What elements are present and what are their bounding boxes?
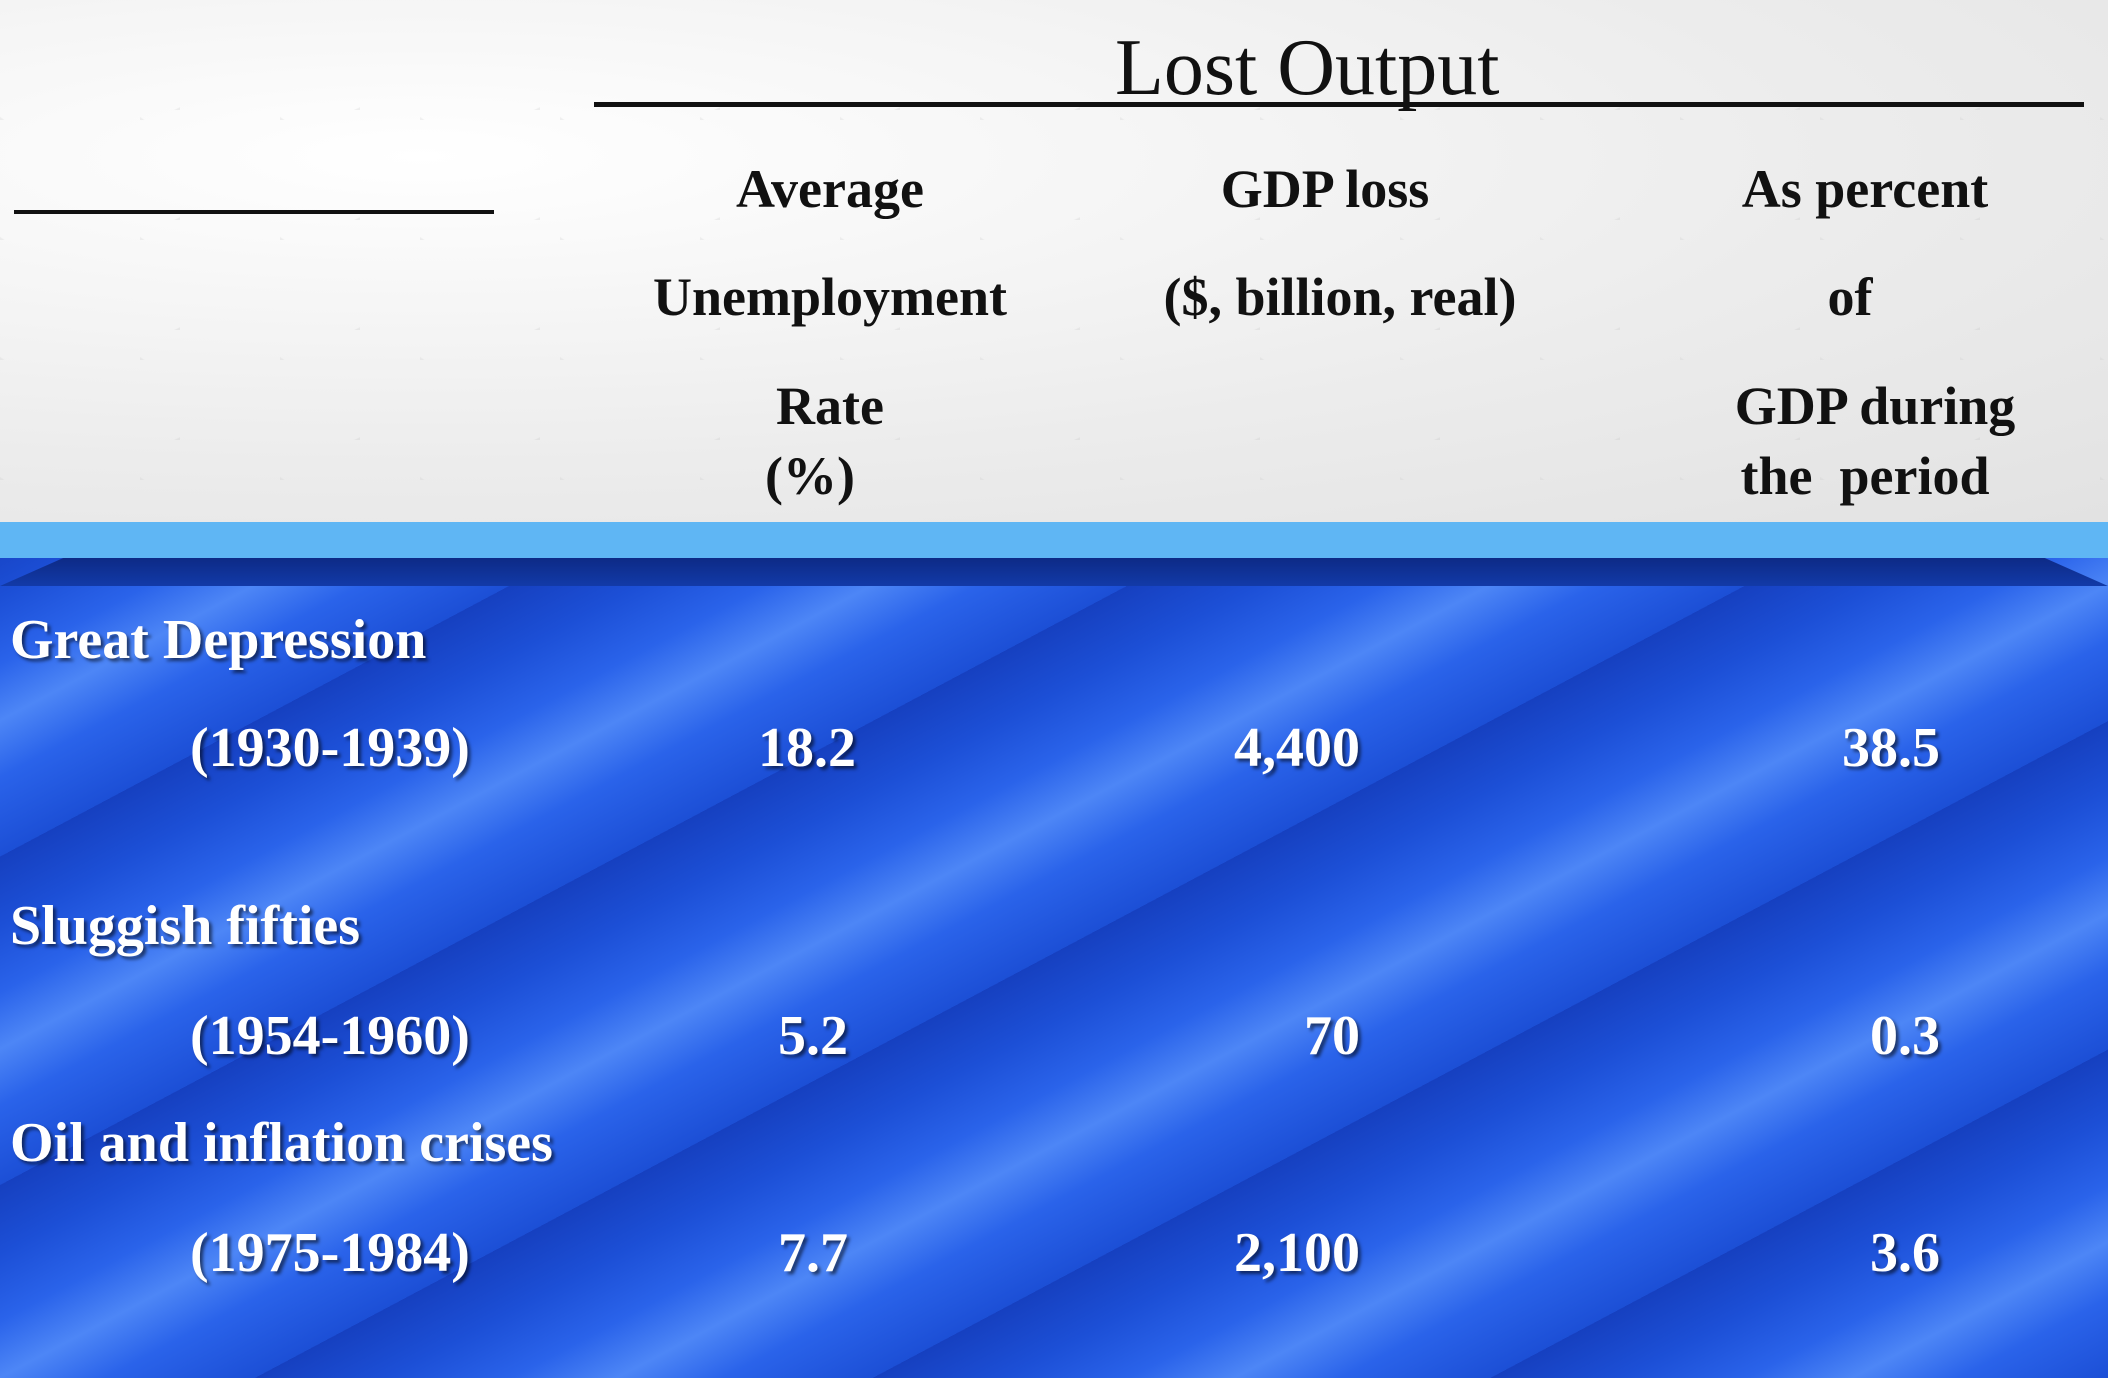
cell-gdp-loss: 70 (1304, 1005, 1360, 1067)
cell-unemployment: 18.2 (758, 717, 856, 779)
light-blue-band (0, 522, 2108, 558)
header-percent: As percent of GDP during the period (1640, 150, 2100, 515)
cell-unemployment: 5.2 (778, 1005, 848, 1067)
cell-gdp-loss: 4,400 (1234, 717, 1360, 779)
row-label-rule (14, 210, 494, 214)
row-period: (1954-1960) (190, 1005, 470, 1067)
cell-percent: 38.5 (1842, 717, 1940, 779)
marble-header-background (0, 0, 2108, 522)
cell-percent: 0.3 (1870, 1005, 1940, 1067)
header-line: GDP during (1734, 375, 2016, 436)
row-period: (1930-1939) (190, 717, 470, 779)
row-name: Great Depression (10, 609, 427, 671)
blue-table-background (0, 558, 2108, 1378)
cell-percent: 3.6 (1870, 1222, 1940, 1284)
header-line: of (1827, 267, 1873, 328)
cell-unemployment: 7.7 (778, 1222, 848, 1284)
header-unemployment: Average Unemployment Rate (%) (600, 150, 1060, 515)
header-line: Rate (776, 375, 884, 436)
header-line: (%) (765, 445, 855, 506)
header-line: Unemployment (653, 267, 1007, 328)
page-title: Lost Output (1115, 24, 1500, 112)
row-name: Sluggish fifties (10, 895, 361, 957)
cell-gdp-loss: 2,100 (1234, 1222, 1360, 1284)
row-period: (1975-1984) (190, 1222, 470, 1284)
title-rule (594, 102, 2084, 107)
header-line: the period (1740, 445, 1990, 506)
header-line: GDP loss (1220, 159, 1430, 219)
header-gdp-loss: GDP loss ($, billion, real) (1110, 150, 1570, 337)
header-line: Average (736, 159, 924, 219)
table-ledge (0, 558, 2108, 586)
header-line: ($, billion, real) (1163, 267, 1517, 328)
row-name: Oil and inflation crises (10, 1112, 553, 1174)
header-line: As percent (1741, 159, 1989, 219)
